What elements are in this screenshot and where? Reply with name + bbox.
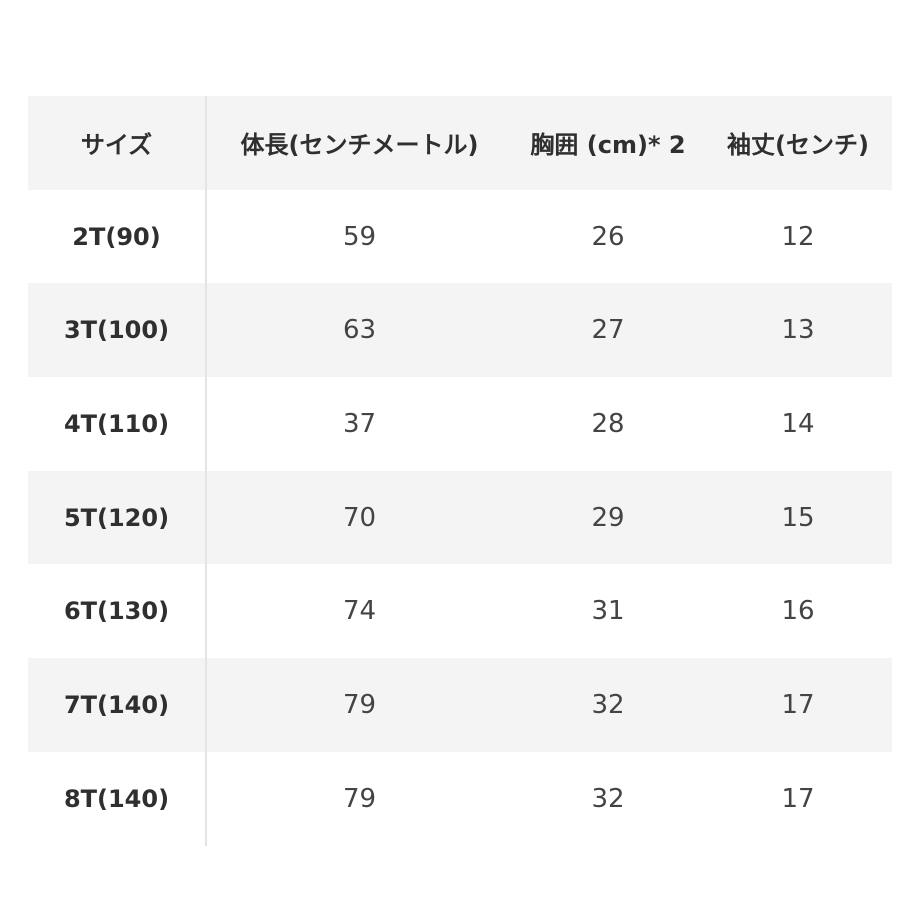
body-length-cell: 37	[342, 408, 377, 439]
body-length-cell: 63	[342, 315, 377, 346]
chest-cell: 28	[591, 408, 625, 439]
header-row: サイズ 体長(センチメートル) 胸囲 (cm)* 2 袖丈(センチ)	[28, 96, 892, 190]
body-length-cell: 79	[342, 783, 377, 814]
size-cell: 7T(140)	[28, 658, 207, 752]
sleeve-length-cell: 13	[781, 315, 815, 346]
chest-cell: 32	[591, 689, 625, 720]
sleeve-length-cell: 16	[781, 596, 815, 627]
table-row: 6T(130) 74 31 16	[28, 564, 892, 659]
size-cell: 3T(100)	[28, 283, 207, 378]
header-body-length: 体長(センチメートル)	[240, 131, 479, 160]
chest-cell: 27	[591, 315, 625, 346]
body-length-cell: 70	[342, 502, 377, 533]
body-length-cell: 59	[342, 221, 377, 252]
header-chest: 胸囲 (cm)* 2	[530, 131, 686, 160]
sleeve-length-cell: 15	[781, 502, 815, 533]
header-sleeve-length: 袖丈(センチ)	[727, 131, 869, 160]
chest-cell: 32	[591, 783, 625, 814]
size-cell: 8T(140)	[28, 751, 207, 846]
table-row: 2T(90) 59 26 12	[28, 189, 892, 284]
sleeve-length-cell: 17	[781, 783, 815, 814]
chest-cell: 26	[591, 221, 625, 252]
sleeve-length-cell: 12	[781, 221, 815, 252]
table-row: 7T(140) 79 32 17	[28, 658, 892, 752]
size-cell: 5T(120)	[28, 470, 207, 565]
size-cell: 6T(130)	[28, 564, 207, 659]
sleeve-length-cell: 14	[781, 408, 815, 439]
chest-cell: 31	[591, 596, 625, 627]
table-row: 5T(120) 70 29 15	[28, 470, 892, 565]
table-row: 8T(140) 79 32 17	[28, 751, 892, 846]
sleeve-length-cell: 17	[781, 689, 815, 720]
size-cell: 4T(110)	[28, 377, 207, 471]
header-size: サイズ	[28, 96, 207, 190]
table-row: 3T(100) 63 27 13	[28, 283, 892, 378]
table-row: 4T(110) 37 28 14	[28, 377, 892, 471]
size-cell: 2T(90)	[28, 189, 207, 284]
body-length-cell: 74	[342, 596, 377, 627]
chest-cell: 29	[591, 502, 625, 533]
body-length-cell: 79	[342, 689, 377, 720]
size-chart-table: サイズ 体長(センチメートル) 胸囲 (cm)* 2 袖丈(センチ) 2T(90…	[28, 96, 892, 846]
